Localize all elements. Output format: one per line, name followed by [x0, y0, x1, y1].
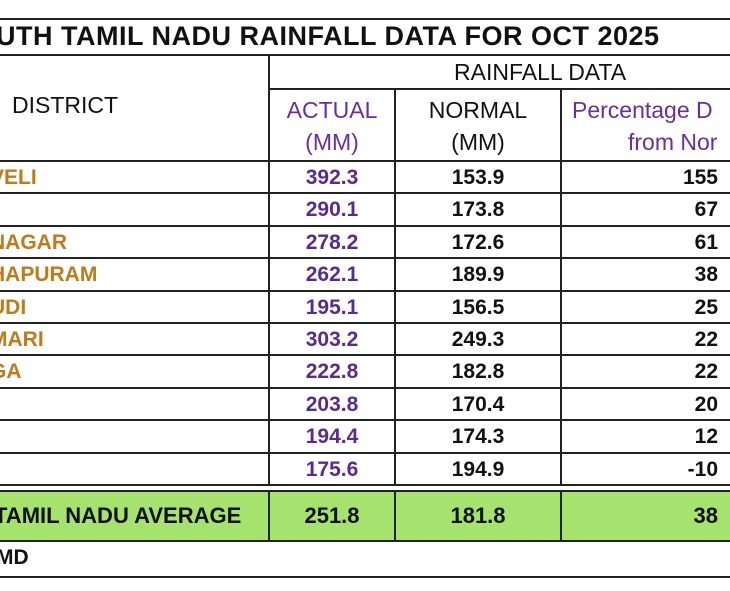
- table-row: MARI 303.2 249.3 22: [0, 323, 730, 357]
- data-rows: VELI 392.3 153.9 155 290.1 173.8 67 NAGA…: [0, 162, 730, 486]
- pct-cell: 22: [694, 360, 718, 384]
- pct-cell: 22: [694, 327, 718, 351]
- actual-cell: 303.2: [270, 323, 396, 355]
- normal-cell: 153.9: [396, 162, 562, 193]
- pct-cell: 61: [694, 230, 718, 254]
- normal-cell: 189.9: [396, 259, 562, 290]
- title-text: UTH TAMIL NADU RAINFALL DATA FOR OCT 202…: [0, 21, 660, 51]
- normal-cell: 170.4: [396, 388, 562, 420]
- pct-cell: 155: [682, 166, 718, 189]
- pct-cell: -10: [687, 457, 718, 481]
- table-row: 194.4 174.3 12: [0, 421, 730, 454]
- average-actual: 251.8: [270, 492, 396, 540]
- normal-cell: 194.9: [396, 453, 562, 484]
- actual-cell: 392.3: [270, 162, 396, 193]
- actual-cell: 203.8: [270, 388, 396, 420]
- source-row: MD: [0, 544, 730, 572]
- table-row: 203.8 170.4 20: [0, 388, 730, 422]
- pct-cell: 67: [694, 198, 718, 222]
- district-cell: VELI: [0, 166, 37, 189]
- header-pct-line1: Percentage D: [572, 97, 713, 123]
- pct-cell: 25: [694, 295, 718, 319]
- normal-cell: 172.6: [396, 226, 562, 258]
- district-cell: NAGAR: [0, 230, 67, 254]
- header-percentage: Percentage D from Nor: [562, 90, 730, 162]
- table-row: UDI 195.1 156.5 25: [0, 291, 730, 324]
- header-normal-line1: NORMAL: [428, 97, 528, 123]
- source-label: MD: [0, 546, 29, 569]
- district-cell: UDI: [0, 295, 27, 319]
- district-cell: MARI: [0, 327, 44, 351]
- district-cell: GA: [0, 360, 22, 384]
- pct-cell: 20: [694, 392, 718, 416]
- normal-cell: 182.8: [396, 356, 562, 387]
- actual-cell: 195.1: [270, 291, 396, 322]
- actual-cell: 175.6: [270, 453, 396, 484]
- header-pct-line2: from Nor: [628, 129, 718, 155]
- normal-cell: 173.8: [396, 194, 562, 225]
- normal-cell: 156.5: [396, 291, 562, 322]
- pct-cell: 12: [694, 425, 718, 449]
- table-row: NAGAR 278.2 172.6 61: [0, 226, 730, 260]
- table-title: UTH TAMIL NADU RAINFALL DATA FOR OCT 202…: [0, 20, 730, 56]
- header-normal-line2: (MM): [451, 129, 505, 155]
- normal-cell: 174.3: [396, 421, 562, 452]
- actual-cell: 290.1: [270, 194, 396, 225]
- header-actual-line2: (MM): [305, 129, 359, 155]
- header-district: DISTRICT: [0, 56, 270, 162]
- header-rainfall-data: RAINFALL DATA: [270, 56, 730, 90]
- actual-cell: 278.2: [270, 226, 396, 258]
- header-actual-line1: ACTUAL: [286, 97, 378, 123]
- average-pct: 38: [693, 503, 718, 528]
- header-normal: NORMAL (MM): [396, 90, 562, 162]
- normal-cell: 249.3: [396, 323, 562, 355]
- pct-cell: 38: [694, 263, 718, 287]
- average-row: TAMIL NADU AVERAGE 251.8 181.8 38: [0, 490, 730, 542]
- average-normal: 181.8: [396, 492, 562, 540]
- table-frame: [0, 18, 730, 578]
- average-label: TAMIL NADU AVERAGE: [0, 503, 242, 528]
- actual-cell: 222.8: [270, 356, 396, 387]
- table-row: 175.6 194.9 -10: [0, 453, 730, 486]
- table-row: GA 222.8 182.8 22: [0, 356, 730, 389]
- district-cell: HAPURAM: [0, 263, 98, 287]
- actual-cell: 262.1: [270, 259, 396, 290]
- table-row: VELI 392.3 153.9 155: [0, 162, 730, 195]
- header-rainfall-label: RAINFALL DATA: [454, 59, 627, 85]
- table-row: HAPURAM 262.1 189.9 38: [0, 259, 730, 292]
- table-row: 290.1 173.8 67: [0, 194, 730, 227]
- header-actual: ACTUAL (MM): [270, 90, 396, 162]
- actual-cell: 194.4: [270, 421, 396, 452]
- header-district-label: DISTRICT: [12, 92, 119, 118]
